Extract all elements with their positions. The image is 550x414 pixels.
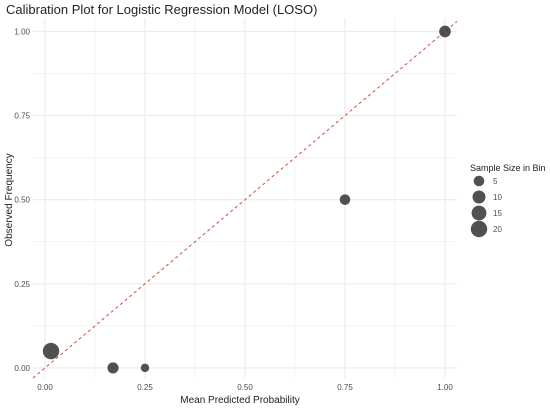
- data-point: [107, 362, 119, 374]
- y-tick-label: 1.00: [14, 27, 30, 36]
- legend-key: [470, 220, 488, 238]
- y-tick-label: 0.50: [14, 196, 30, 205]
- data-point: [42, 342, 60, 360]
- y-tick-label: 0.25: [14, 280, 30, 289]
- x-tick-label: 0.50: [237, 383, 253, 392]
- x-tick-label: 0.75: [337, 383, 353, 392]
- x-axis-label: Mean Predicted Probability: [180, 395, 300, 406]
- grid: [33, 18, 457, 378]
- x-tick-label: 1.00: [437, 383, 453, 392]
- legend-title: Sample Size in Bin: [470, 163, 546, 173]
- chart-title: Calibration Plot for Logistic Regression…: [6, 2, 317, 17]
- data-point: [439, 25, 451, 38]
- y-tick-label: 0.75: [14, 112, 30, 121]
- reference-line-layer: [32, 20, 458, 379]
- data-point: [140, 363, 150, 373]
- y-tick-label: 0.00: [14, 364, 30, 373]
- points-layer: [42, 25, 451, 374]
- y-axis-label: Observed Frequency: [4, 153, 15, 246]
- perfect-calibration-line: [32, 20, 458, 379]
- data-point: [339, 194, 351, 205]
- legend-key: [472, 190, 486, 204]
- legend-label: 20: [493, 225, 502, 234]
- tick-labels: 0.00 0.25 0.50 0.75 1.00 0.00 0.25 0.50 0.75 1.00: [14, 27, 453, 392]
- legend-key: [471, 205, 487, 221]
- legend-label: 15: [493, 209, 502, 218]
- legend-label: 10: [493, 193, 502, 202]
- legend-key: [473, 175, 485, 187]
- legend: Sample Size in Bin 5 10 15 20: [470, 163, 546, 238]
- legend-label: 5: [493, 177, 498, 186]
- x-tick-label: 0.25: [137, 383, 153, 392]
- x-tick-label: 0.00: [37, 383, 53, 392]
